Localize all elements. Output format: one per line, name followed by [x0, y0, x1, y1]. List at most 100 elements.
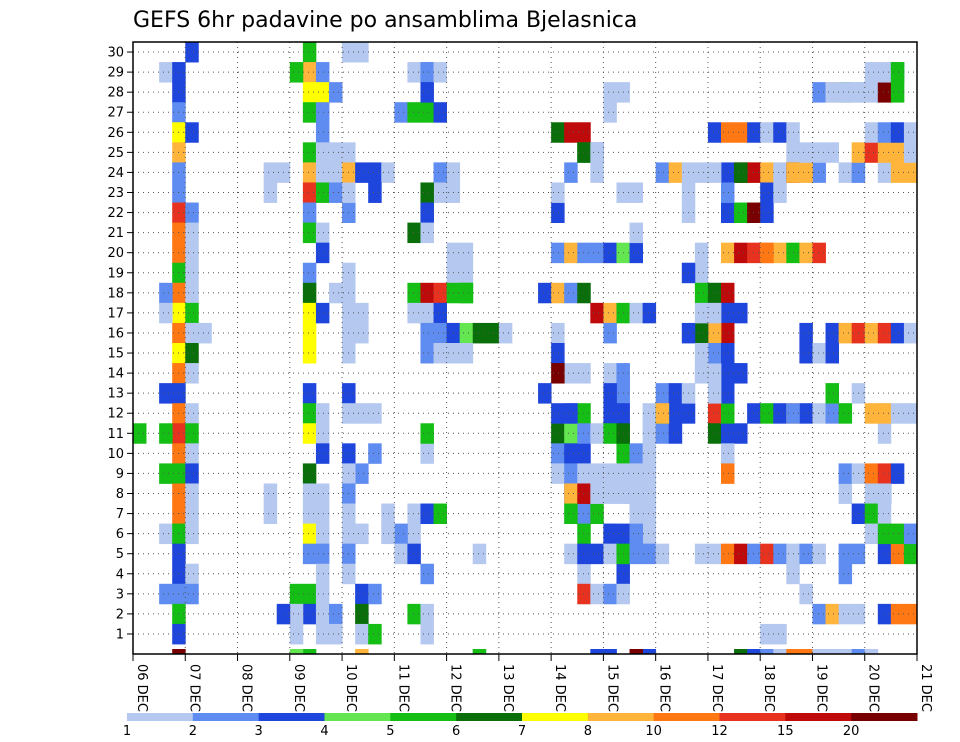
heatmap-cell [329, 603, 343, 625]
heatmap-cell [812, 343, 826, 364]
heatmap-cell [760, 649, 774, 655]
heatmap-cell [564, 403, 578, 424]
heatmap-cell [302, 282, 317, 304]
heatmap-cell [564, 282, 578, 304]
heatmap-cell [433, 182, 447, 203]
heatmap-cell [185, 363, 199, 384]
heatmap-cell [185, 302, 199, 324]
heatmap-cell [903, 322, 918, 344]
heatmap-cell [433, 343, 447, 364]
heatmap-cell [302, 483, 317, 504]
y-tick-label: 29 [107, 66, 124, 81]
colorbar-label: 15 [777, 724, 794, 739]
heatmap-cell [133, 423, 147, 444]
y-tick-label: 1 [116, 627, 124, 642]
heatmap-cell [799, 142, 813, 163]
heatmap-cell [642, 523, 657, 545]
x-tick-label: 10 DEC [343, 664, 358, 712]
heatmap-cell [263, 503, 278, 524]
heatmap-cell [721, 363, 735, 384]
colorbar-label: 6 [452, 724, 460, 739]
heatmap-cell [707, 423, 722, 444]
heatmap-cell [629, 443, 643, 464]
heatmap-cell [838, 322, 853, 344]
heatmap-cell [825, 82, 839, 103]
heatmap-cell [185, 583, 199, 605]
heatmap-cell [551, 202, 565, 223]
heatmap-cell [564, 242, 578, 264]
heatmap-cell [890, 523, 905, 545]
heatmap-cell [315, 222, 330, 244]
heatmap-cell [825, 322, 839, 344]
heatmap-cell [302, 543, 317, 565]
heatmap-cell [198, 322, 212, 344]
heatmap-cell [302, 383, 317, 404]
heatmap-cell [315, 403, 330, 424]
heatmap-cell [760, 403, 774, 424]
heatmap-cell [420, 503, 434, 524]
heatmap-cell [812, 543, 826, 565]
heatmap-cell [185, 563, 199, 585]
heatmap-cell [890, 62, 905, 83]
heatmap-cell [368, 403, 382, 424]
heatmap-cell [747, 649, 761, 655]
x-tick-label: 16 DEC [657, 664, 672, 712]
heatmap-cell [642, 443, 657, 464]
y-axis-ticks: 1234567891011121314151617181920212223242… [107, 46, 133, 642]
heatmap-cell [694, 302, 709, 324]
heatmap-cell [629, 182, 643, 203]
heatmap-cell [394, 543, 408, 565]
y-tick-label: 24 [107, 166, 124, 181]
heatmap-cell [407, 302, 421, 324]
heatmap-cell [577, 543, 591, 565]
heatmap-cell [315, 563, 330, 585]
heatmap-cell [315, 82, 330, 103]
heatmap-cell [315, 62, 330, 83]
colorbar-label: 20 [843, 724, 860, 739]
heatmap-cell [707, 122, 722, 143]
heatmap-cell [721, 322, 735, 344]
heatmap-cell [302, 463, 317, 484]
heatmap-cell [642, 423, 657, 444]
heatmap-cell [315, 623, 330, 645]
heatmap-cell [642, 503, 657, 524]
heatmap-cell [694, 322, 709, 344]
heatmap-cell [394, 102, 408, 123]
heatmap-cell [315, 242, 330, 264]
y-tick-label: 2 [116, 607, 124, 622]
heatmap-cell [420, 62, 434, 83]
heatmap-cell [707, 403, 722, 424]
heatmap-cell [812, 82, 826, 103]
x-tick-label: 18 DEC [761, 664, 776, 712]
heatmap-cell [185, 443, 199, 464]
heatmap-cell [420, 343, 434, 364]
colorbar-label: 4 [320, 724, 328, 739]
heatmap-cell [890, 122, 905, 143]
heatmap-cell [577, 443, 591, 464]
colorbar-swatch [258, 713, 325, 721]
heatmap-cell [773, 649, 787, 655]
heatmap-cell [302, 202, 317, 223]
heatmap-cell [734, 649, 748, 655]
heatmap-cell [407, 222, 421, 244]
heatmap-cell [407, 603, 421, 625]
heatmap-cell [185, 463, 199, 484]
heatmap-cell [302, 649, 317, 655]
heatmap-cell [903, 122, 918, 143]
heatmap-cell [760, 182, 774, 203]
heatmap-cell [472, 649, 487, 655]
heatmap-cell [407, 282, 421, 304]
heatmap-cell [721, 423, 735, 444]
heatmap-cell [812, 242, 826, 264]
colorbar-swatch [587, 713, 655, 721]
heatmap-cell [315, 423, 330, 444]
heatmap-cell [551, 242, 565, 264]
heatmap-cell [185, 262, 199, 284]
heatmap-cell [603, 363, 617, 384]
heatmap-cell [668, 423, 683, 444]
heatmap-cell [577, 242, 591, 264]
heatmap-cell [289, 62, 304, 83]
y-tick-label: 4 [116, 567, 124, 582]
heatmap-cell [642, 302, 657, 324]
heatmap-cell [302, 42, 317, 63]
